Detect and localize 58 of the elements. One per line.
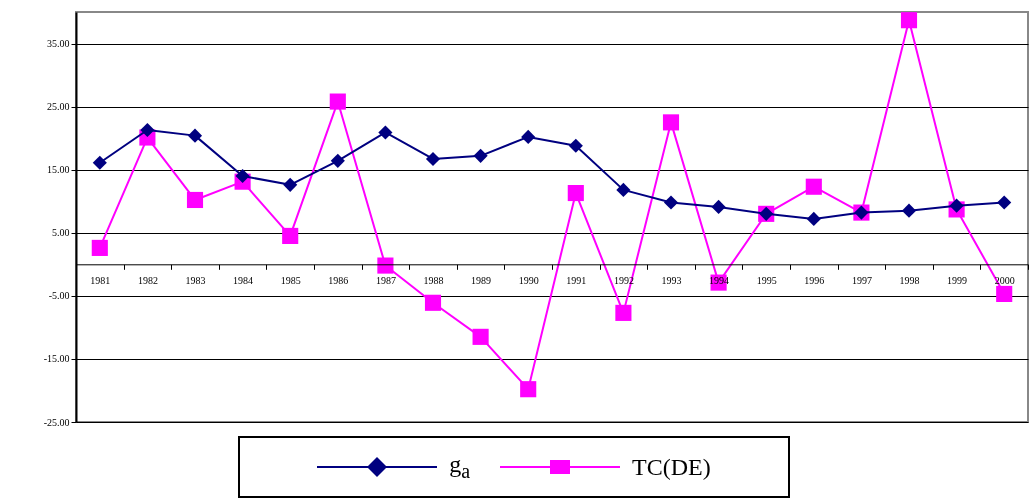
y-tick-label: -25.00 — [43, 416, 70, 428]
x-tick-label: 1988 — [423, 274, 444, 286]
point — [283, 177, 298, 192]
point — [711, 199, 726, 214]
point — [662, 114, 680, 131]
legend-label: g$_{a}$ — [449, 451, 471, 483]
point — [567, 184, 584, 202]
x-tick-label: 1999 — [947, 274, 968, 286]
point — [900, 12, 918, 29]
x-tick-label: 1995 — [756, 274, 777, 286]
point — [235, 168, 250, 184]
x-tick-label: 1981 — [90, 274, 111, 286]
x-tick-label: 1993 — [661, 274, 682, 286]
point — [424, 294, 442, 311]
x-tick-label: 1989 — [471, 274, 492, 286]
point — [616, 182, 631, 197]
point — [663, 195, 679, 210]
x-tick-label: 1987 — [375, 274, 396, 286]
x-tick-label: 1982 — [137, 274, 158, 286]
point — [521, 129, 536, 144]
y-tick-label: -5.00 — [48, 290, 70, 302]
point — [425, 151, 441, 167]
point — [472, 328, 489, 345]
point — [91, 239, 108, 256]
x-tick-label: 1998 — [899, 274, 920, 286]
point — [997, 195, 1012, 210]
point — [186, 191, 204, 209]
x-tick-label: 1985 — [280, 274, 301, 286]
point — [92, 155, 107, 170]
y-tick-label: 35.00 — [47, 38, 70, 50]
point — [568, 138, 583, 153]
y-tick-label: 25.00 — [47, 101, 70, 113]
point — [996, 285, 1013, 303]
point — [473, 148, 488, 163]
point — [378, 125, 393, 140]
x-tick-label: 1983 — [185, 274, 206, 286]
point — [805, 178, 822, 195]
x-tick-label: 1996 — [804, 274, 825, 286]
x-tick-label: 1990 — [518, 274, 539, 286]
point — [187, 128, 203, 143]
y-tick-label: 5.00 — [52, 227, 70, 239]
point — [520, 381, 537, 398]
point — [377, 257, 394, 274]
y-tick-label: -15.00 — [43, 353, 70, 365]
x-tick-label: 1991 — [566, 274, 587, 286]
x-tick-label: 1986 — [328, 274, 349, 286]
point — [806, 211, 821, 226]
x-tick-label: 1984 — [233, 274, 254, 286]
point — [615, 304, 632, 321]
x-tick-label: 1997 — [851, 274, 872, 286]
point — [329, 93, 346, 110]
point — [901, 203, 917, 218]
point — [949, 198, 964, 213]
point — [330, 153, 345, 168]
y-tick-label: 15.00 — [47, 164, 70, 176]
point — [140, 122, 155, 138]
point — [282, 227, 299, 244]
legend-label: TC(DE) — [632, 453, 711, 481]
